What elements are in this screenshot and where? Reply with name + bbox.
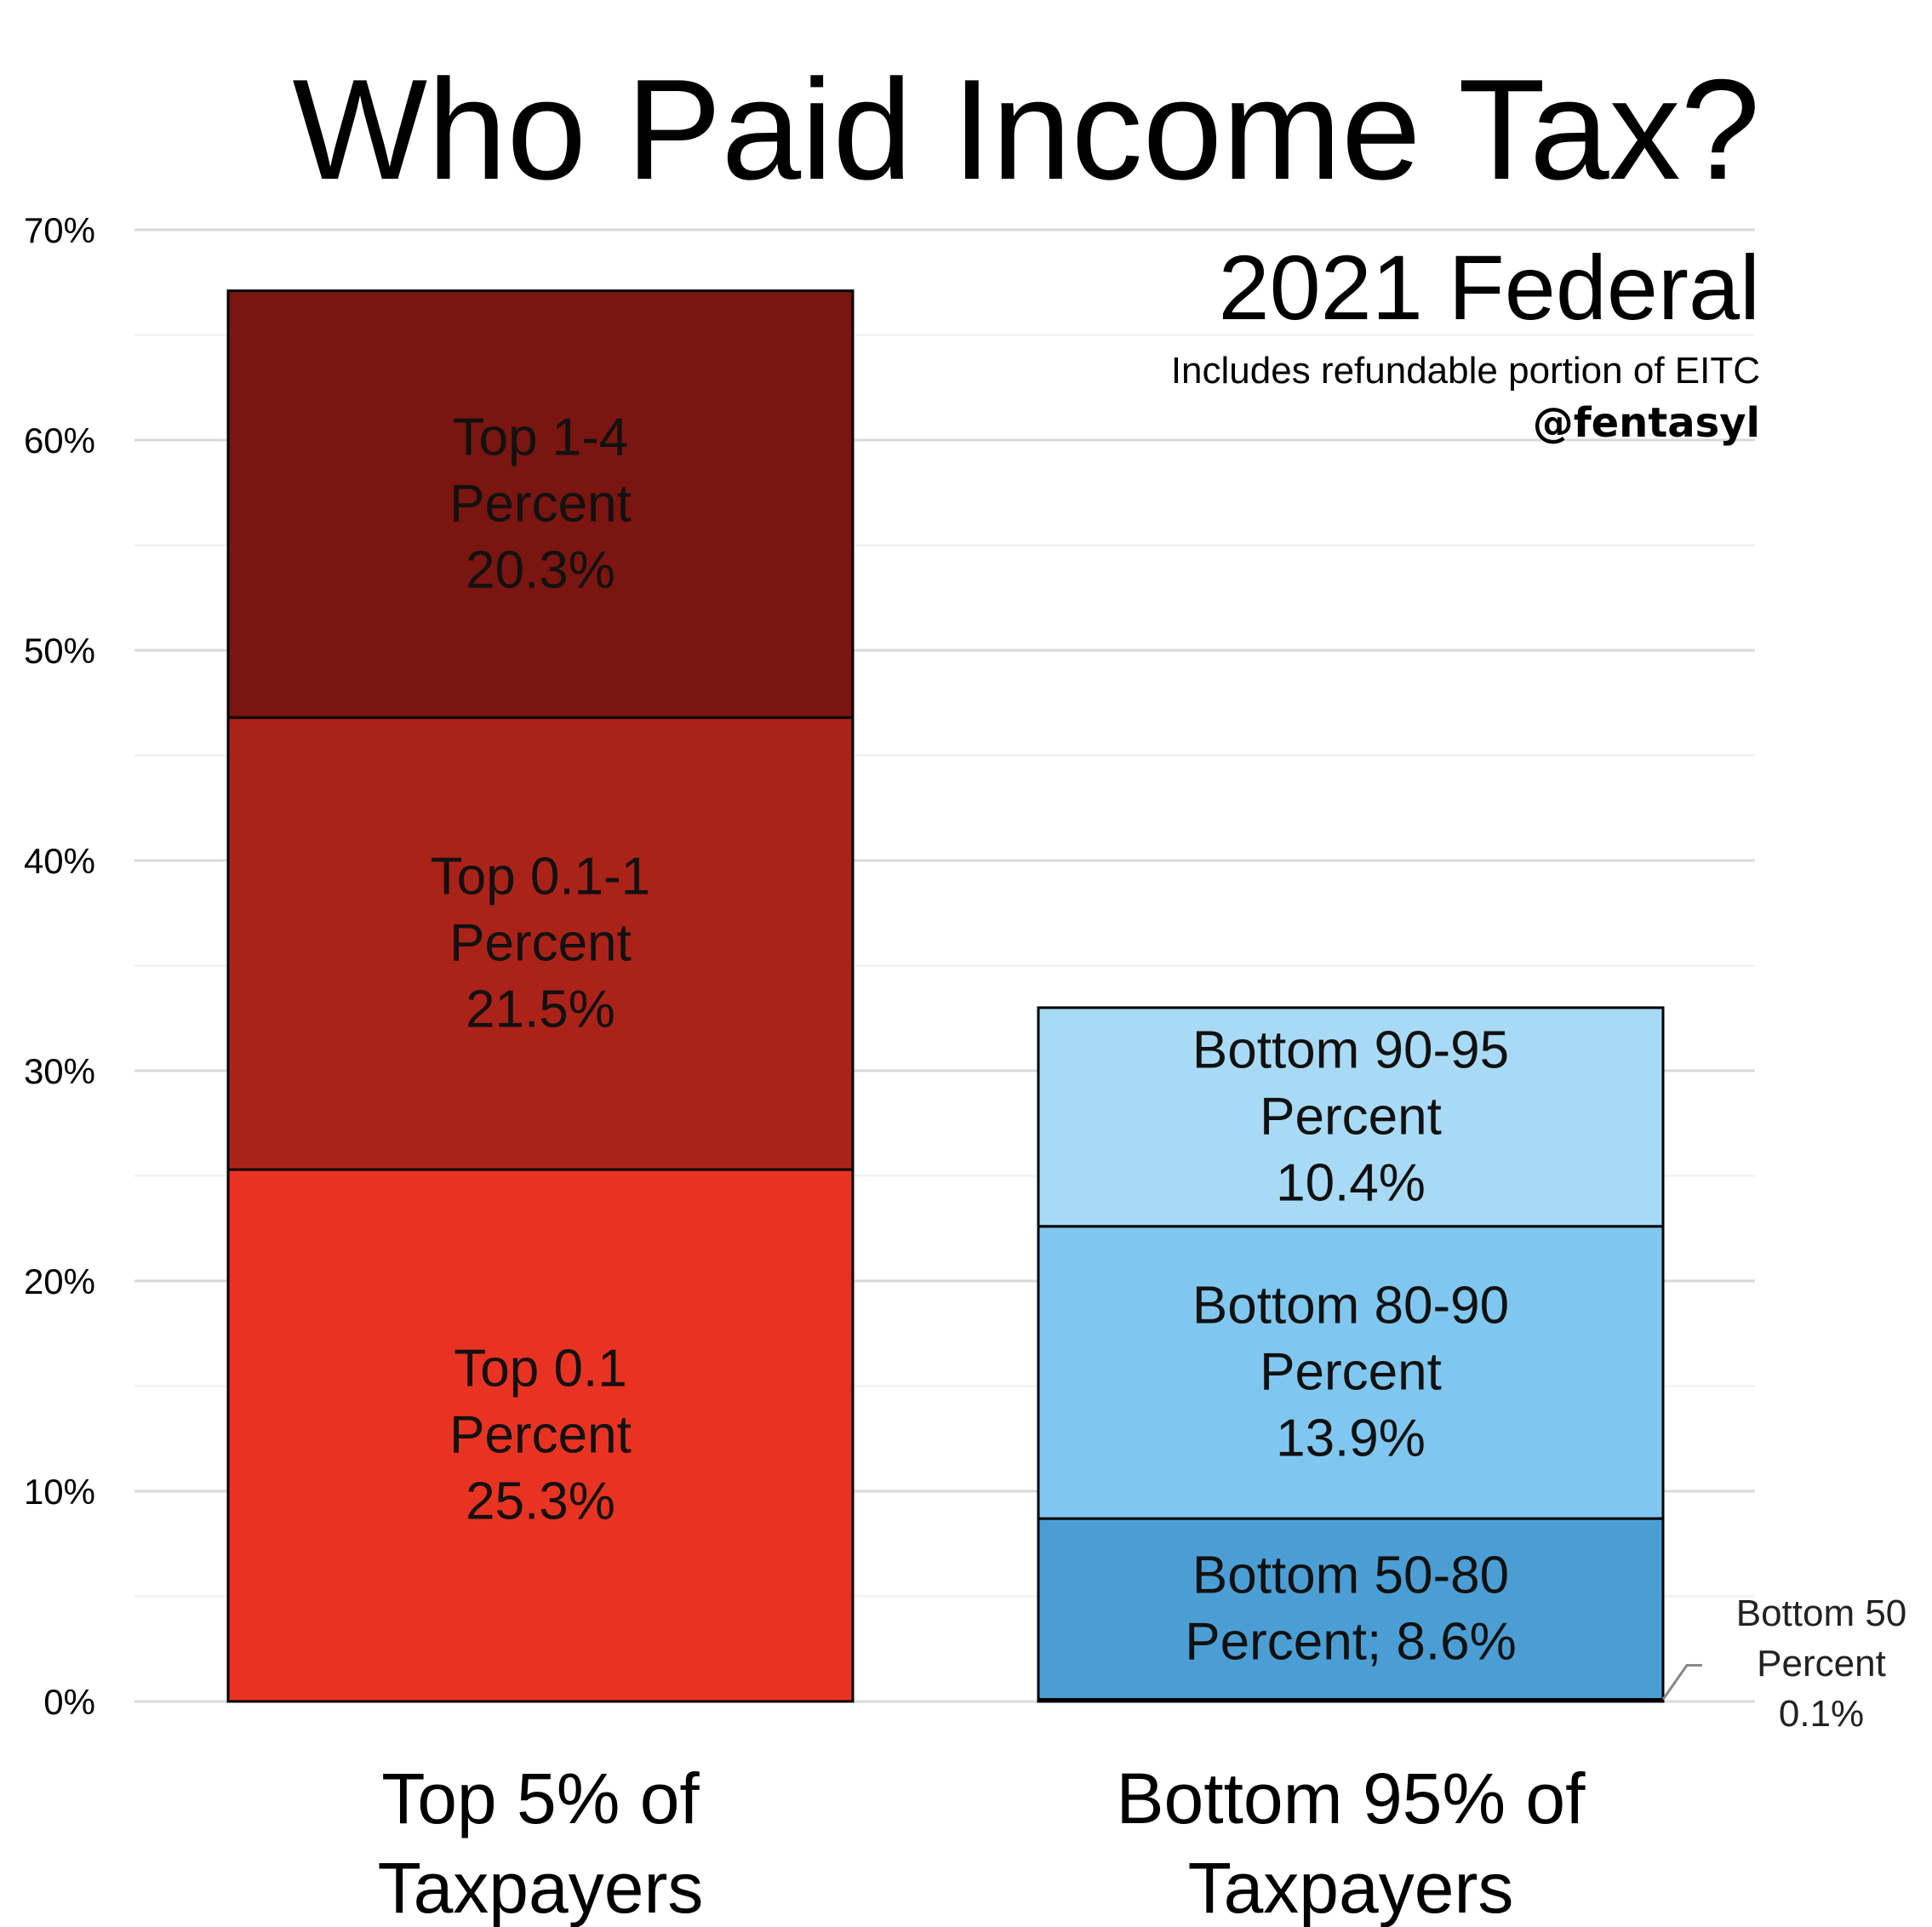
bars [226,289,1665,1703]
callout-label: 0.1% [1779,1693,1864,1735]
segment-label: 10.4% [1276,1153,1426,1212]
chart-title: Who Paid Income Tax? [293,49,1760,209]
segment-label: 25.3% [466,1472,615,1531]
segment-labels: Top 0.1 Percent 25.3% Top 0.1-1 Percent 21.5%… [431,408,1517,1671]
segment-label: 13.9% [1276,1409,1426,1467]
segment-label: Percent [1260,1087,1442,1146]
y-tick-label: 0% [43,1682,95,1722]
segment-label: Percent [449,914,632,973]
segment-label: Top 1-4 [453,408,629,466]
y-tick-label: 60% [24,420,95,460]
callout-leader-line [1661,1664,1702,1701]
segment-label: Bottom 80-90 [1192,1276,1509,1335]
y-axis-ticks: 0% 10% 20% 30% 40% 50% 60% 70% [24,210,95,1722]
chart-credit: @fentasyl [1533,399,1760,447]
x-category-label: Taxpayers [378,1848,704,1927]
y-tick-label: 10% [24,1472,95,1512]
y-tick-label: 20% [24,1261,95,1301]
callout-label: Bottom 50 [1736,1592,1907,1634]
segment-label: Percent; 8.6% [1185,1612,1516,1671]
y-tick-label: 50% [24,631,95,671]
y-tick-label: 70% [24,210,95,250]
bar-segment [1037,1517,1665,1701]
segment-label: Bottom 50-80 [1192,1546,1509,1604]
x-category-label: Bottom 95% of [1117,1758,1586,1838]
x-category-label: Taxpayers [1188,1848,1514,1927]
segment-label: 21.5% [466,981,615,1039]
segment-label: Top 0.1-1 [431,848,651,906]
y-tick-label: 30% [24,1051,95,1091]
segment-label: 20.3% [466,540,615,599]
bar-segment [226,289,855,719]
callout: Bottom 50 Percent 0.1% [1661,1592,1907,1735]
segment-label: Percent [449,1406,632,1465]
bar-segment [226,716,855,1171]
chart-note: Includes refundable portion of EITC [1171,350,1760,392]
segment-label: Percent [1260,1342,1442,1401]
callout-label: Percent [1757,1643,1886,1684]
segment-label: Percent [449,474,632,533]
bar-segment [226,1168,855,1703]
x-category-label: Top 5% of [381,1758,700,1838]
x-axis-labels: Top 5% of Taxpayers Bottom 95% of Taxpayers [378,1758,1586,1927]
segment-label: Top 0.1 [454,1340,626,1398]
segment-label: Bottom 90-95 [1192,1021,1509,1079]
bar-segment [1037,1006,1665,1228]
chart-subtitle: 2021 Federal [1219,236,1760,339]
y-tick-label: 40% [24,841,95,881]
